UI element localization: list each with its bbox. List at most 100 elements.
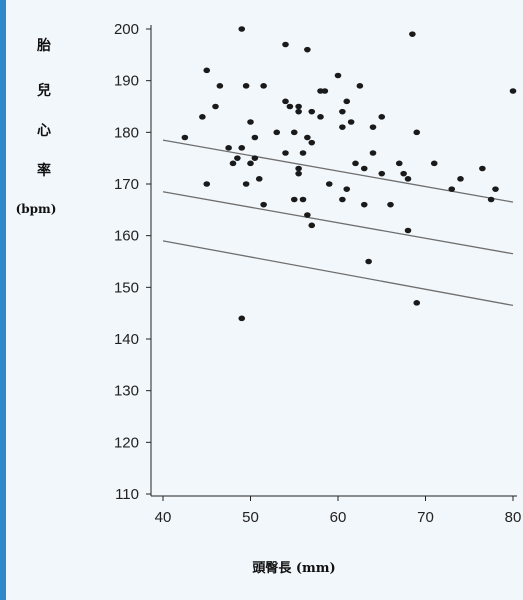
data-point	[369, 124, 377, 130]
data-point	[365, 258, 372, 265]
data-point	[286, 103, 294, 110]
x-tick-label: 70	[417, 509, 434, 526]
data-point	[404, 227, 412, 234]
data-point	[430, 160, 438, 167]
y-tick-label: 110	[115, 486, 139, 503]
data-point	[448, 186, 456, 192]
y-label-char: 心	[37, 123, 51, 139]
y-tick-label: 150	[114, 279, 139, 296]
data-point	[360, 165, 368, 172]
data-point	[234, 155, 241, 161]
data-point	[339, 196, 346, 203]
y-tick-label: 120	[114, 434, 139, 451]
data-point	[238, 26, 246, 32]
data-point	[343, 98, 351, 105]
data-point	[339, 108, 346, 115]
data-point	[352, 160, 359, 167]
data-point	[325, 181, 333, 187]
data-point	[290, 196, 298, 203]
scatter-chart: 110 120 130 140 150 160 170 180 190 200 40 50 60 70 80…	[16, 21, 522, 576]
data-point	[290, 129, 298, 136]
y-tick-label: 160	[114, 228, 139, 245]
data-point	[229, 160, 237, 167]
data-point	[299, 150, 307, 156]
data-point	[334, 72, 342, 79]
reference-line	[162, 240, 514, 307]
y-tick-label: 200	[114, 21, 139, 38]
data-point	[343, 186, 351, 192]
data-point	[251, 155, 259, 161]
data-point	[216, 83, 224, 89]
y-label-char: 胎	[37, 37, 51, 54]
x-tick-label: 60	[330, 509, 347, 526]
data-point	[457, 176, 464, 182]
data-point	[387, 201, 394, 208]
reference-lines	[162, 139, 514, 307]
data-point	[260, 201, 267, 208]
x-tick-label: 80	[505, 509, 522, 526]
x-tick-label: 40	[155, 509, 172, 526]
data-point	[347, 119, 355, 125]
data-point	[321, 88, 329, 94]
data-point	[242, 181, 250, 187]
data-point	[181, 134, 189, 141]
tick-labels: 110 120 130 140 150 160 170 180 190 200 40 50 60 70 80	[114, 21, 521, 526]
data-point	[304, 134, 311, 141]
data-point	[395, 160, 403, 167]
data-point	[509, 88, 517, 94]
data-point	[356, 83, 364, 89]
data-point	[317, 114, 324, 120]
data-point	[251, 134, 259, 141]
x-tick-label: 50	[242, 509, 259, 526]
data-point	[295, 165, 302, 172]
chart-panel: 110 120 130 140 150 160 170 180 190 200 40 50 60 70 80…	[6, 0, 523, 600]
data-point	[413, 129, 421, 136]
data-point	[238, 145, 246, 151]
axes	[150, 25, 517, 497]
data-point	[378, 170, 386, 177]
data-point	[369, 150, 377, 156]
data-point	[273, 129, 281, 136]
data-point	[404, 176, 412, 182]
y-tick-label: 170	[114, 176, 139, 193]
data-point	[360, 201, 368, 208]
data-point	[409, 31, 416, 37]
data-points	[181, 26, 517, 322]
data-point	[492, 186, 499, 192]
data-point	[238, 315, 246, 322]
data-point	[282, 98, 289, 105]
data-point	[400, 170, 407, 177]
reference-line	[162, 191, 514, 255]
data-point	[203, 181, 211, 187]
data-point	[225, 145, 232, 151]
data-point	[308, 139, 316, 146]
x-axis-label: 頭臀長 (mm)	[252, 561, 335, 576]
data-point	[295, 108, 302, 115]
data-point	[295, 170, 302, 177]
data-point	[260, 83, 267, 89]
data-point	[203, 67, 211, 74]
data-point	[487, 196, 495, 203]
data-point	[295, 103, 302, 110]
y-label-char: 率	[37, 162, 51, 179]
data-point	[242, 83, 250, 89]
data-point	[378, 114, 386, 120]
data-point	[247, 119, 254, 125]
data-point	[308, 108, 316, 115]
data-point	[304, 46, 311, 53]
y-tick-label: 140	[114, 331, 139, 348]
y-axis-label: 胎 兒 心 率 (bpm)	[16, 37, 57, 216]
y-tick-label: 130	[114, 383, 139, 400]
data-point	[247, 160, 254, 167]
y-tick-label: 180	[114, 124, 139, 141]
data-point	[282, 41, 289, 48]
data-point	[339, 124, 346, 130]
data-point	[413, 300, 421, 306]
data-point	[308, 222, 316, 229]
y-label-char: 兒	[37, 82, 51, 99]
data-point	[479, 165, 486, 172]
y-tick-label: 190	[114, 73, 139, 90]
data-point	[212, 103, 219, 110]
data-point	[282, 150, 289, 156]
reference-line	[162, 139, 514, 203]
